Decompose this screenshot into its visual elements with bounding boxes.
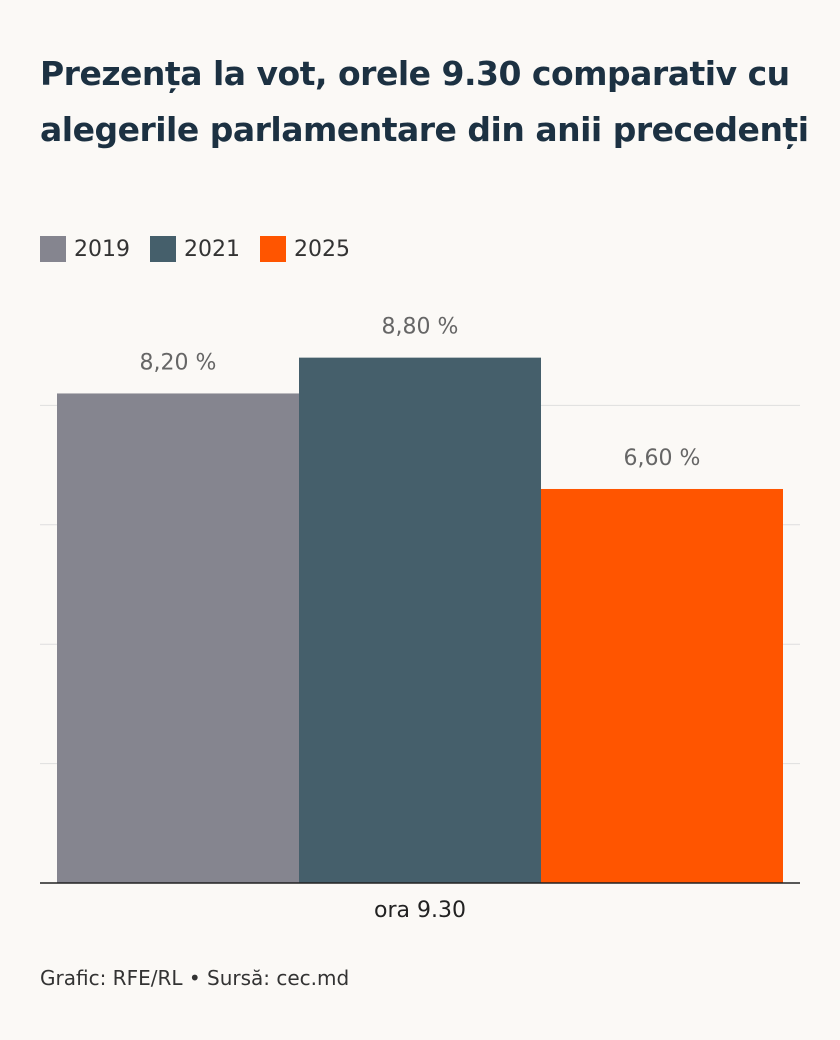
legend-item: 2021	[150, 236, 240, 262]
x-tick-label: ora 9.30	[374, 898, 466, 923]
legend-swatch	[150, 236, 176, 262]
legend-swatch	[40, 236, 66, 262]
value-label: 8,20 %	[140, 350, 217, 375]
source: Grafic: RFE/RL • Sursă: cec.md	[40, 966, 350, 990]
bar	[299, 357, 541, 883]
legend-item: 2019	[40, 236, 130, 262]
legend-swatch	[260, 236, 286, 262]
value-label: 8,80 %	[382, 315, 459, 340]
legend-label: 2019	[74, 236, 130, 262]
legend: 2019 2021 2025	[40, 236, 350, 262]
bar	[541, 488, 783, 883]
legend-item: 2025	[260, 236, 350, 262]
bar	[57, 393, 299, 883]
legend-label: 2021	[184, 236, 240, 262]
value-label: 6,60 %	[624, 446, 701, 471]
chart-title: Prezența la vot, orele 9.30 comparativ c…	[40, 54, 809, 149]
legend-label: 2025	[294, 236, 350, 262]
